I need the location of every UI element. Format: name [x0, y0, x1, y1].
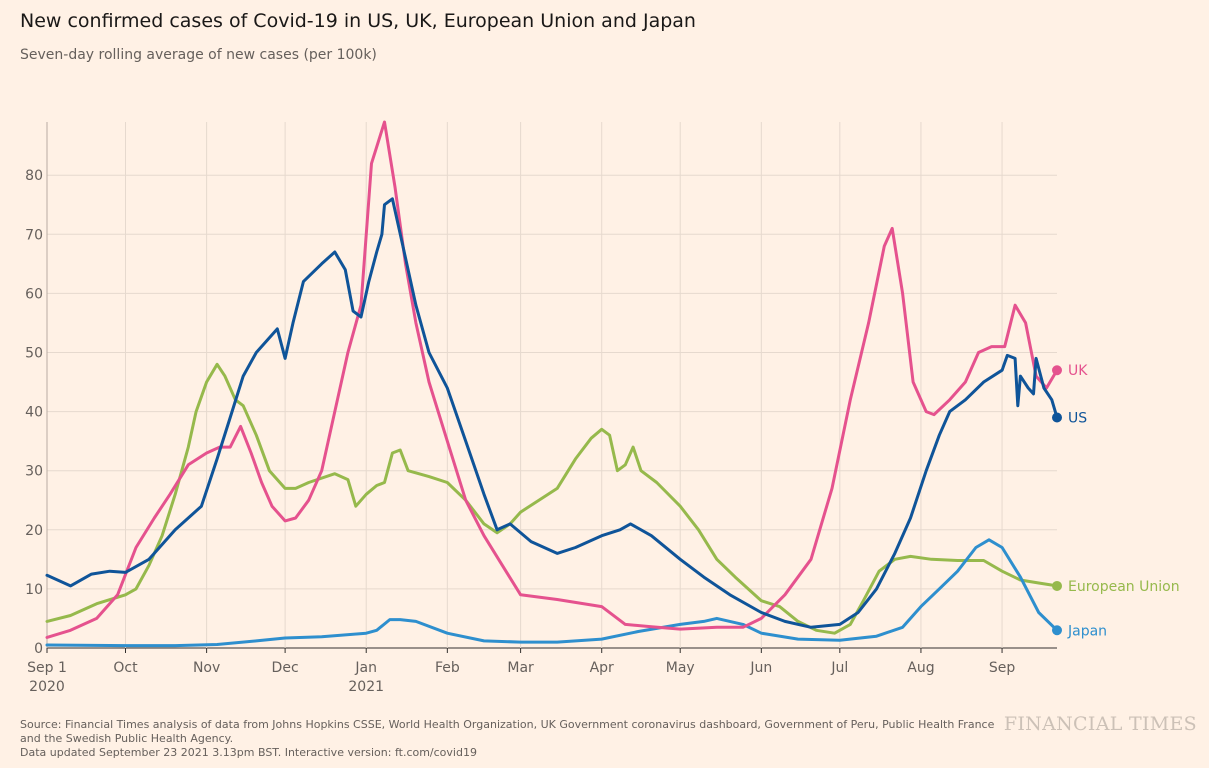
series-line-us: [45, 197, 1059, 629]
x-tick-label: Jan: [354, 660, 377, 676]
y-tick-label: 30: [25, 464, 43, 480]
chart-subtitle: Seven-day rolling average of new cases (…: [20, 47, 377, 63]
series-label-us: US: [1068, 411, 1087, 427]
x-tick-label: Mar: [507, 660, 534, 676]
series-labels: European Union Japan UK US: [1052, 363, 1180, 639]
series-line-european-union: [45, 362, 1059, 635]
chart-title: New confirmed cases of Covid-19 in US, U…: [20, 10, 696, 32]
ft-logo: FINANCIAL TIMES: [1003, 713, 1197, 735]
axes: 0 10 20 30 40 50 60 70 80 Sep 1 2020 Oct Nov Dec Jan 20…: [25, 168, 1015, 695]
series-line-japan: [45, 538, 1059, 648]
line-chart: 0 10 20 30 40 50 60 70 80 Sep 1 2020 Oct Nov Dec Jan 20…: [25, 120, 1180, 695]
series-label-uk: UK: [1068, 363, 1088, 379]
gridlines: [46, 122, 1057, 649]
source-note: Source: Financial Times analysis of data…: [20, 718, 1010, 760]
y-tick-label: 60: [25, 286, 43, 302]
y-tick-label: 0: [34, 641, 43, 657]
y-tick-label: 70: [25, 227, 43, 243]
series-line-uk: [45, 120, 1059, 639]
x-tick-label: Feb: [435, 660, 460, 676]
x-tick-label: Oct: [113, 660, 138, 676]
x-tick-label: Aug: [907, 660, 934, 676]
x-tick-label: Jun: [749, 660, 772, 676]
series-label-japan: Japan: [1067, 623, 1107, 639]
x-tick-label: May: [666, 660, 695, 676]
y-tick-label: 10: [25, 582, 43, 598]
source-text: Source: Financial Times analysis of data…: [20, 718, 995, 745]
x-tick-label: Sep: [989, 660, 1016, 676]
data-updated-text: Data updated September 23 2021 3.13pm BS…: [20, 746, 477, 759]
series-lines: [45, 120, 1059, 648]
end-dot-us: [1052, 412, 1062, 423]
y-tick-label: 40: [25, 405, 43, 421]
end-dot-japan: [1052, 625, 1062, 636]
x-tick-label: Apr: [590, 660, 614, 676]
x-tick-year-label: 2021: [348, 679, 384, 695]
y-tick-label: 50: [25, 345, 43, 361]
series-label-european-union: European Union: [1068, 579, 1180, 595]
x-tick-label: Jul: [830, 660, 848, 676]
x-tick-year-label: 2020: [29, 679, 65, 695]
x-tick-label: Sep 1: [27, 660, 67, 676]
end-dot-european-union: [1052, 580, 1062, 591]
x-tick-label: Nov: [193, 660, 220, 676]
end-dot-uk: [1052, 365, 1062, 376]
x-tick-label: Dec: [272, 660, 299, 676]
y-tick-label: 20: [25, 523, 43, 539]
y-tick-label: 80: [25, 168, 43, 184]
